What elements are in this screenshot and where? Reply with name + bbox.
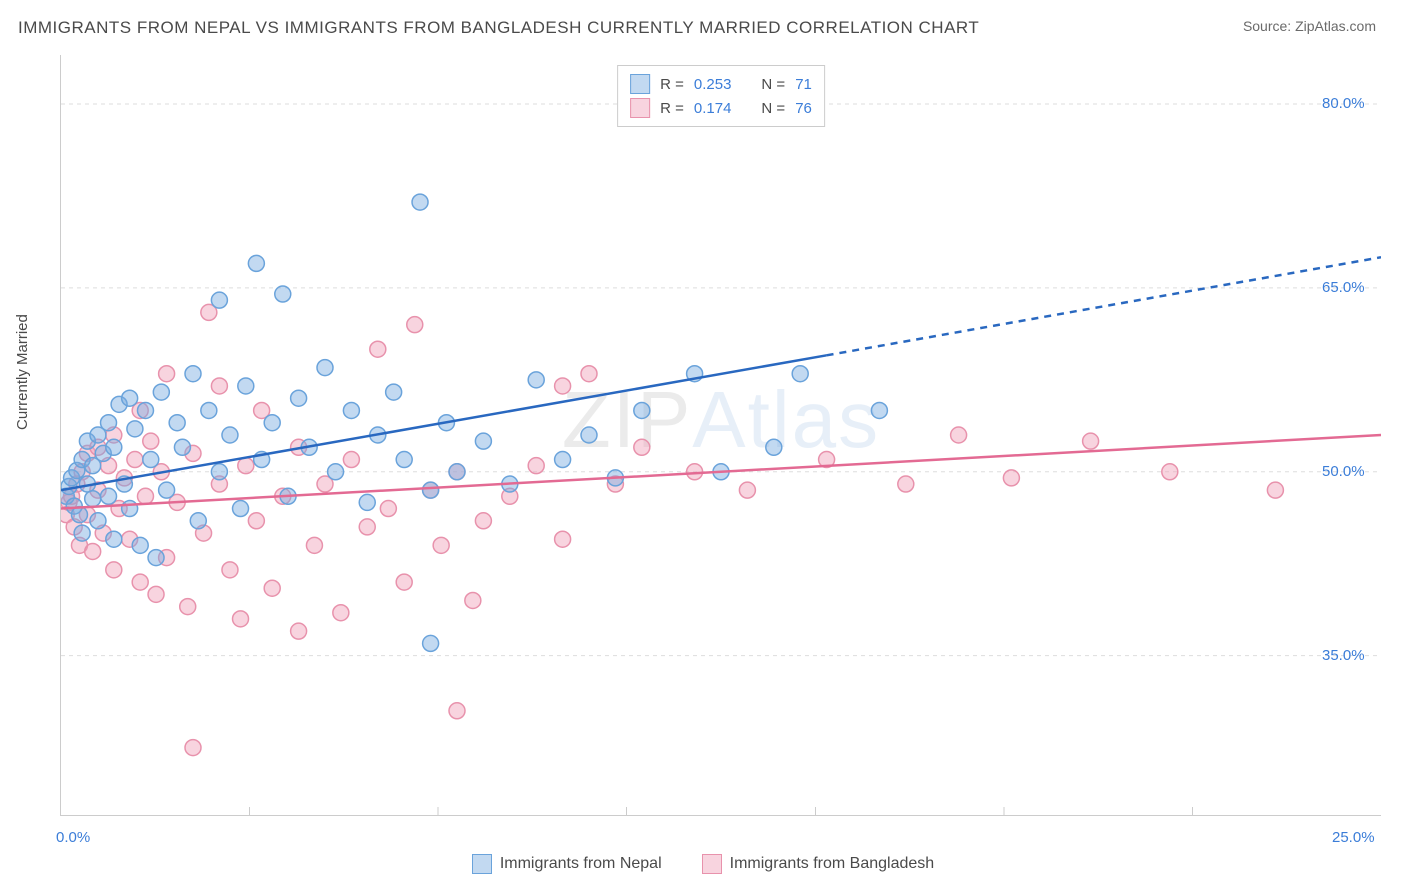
y-tick-label: 50.0% xyxy=(1322,463,1365,480)
legend-bottom-swatch-1 xyxy=(702,854,722,874)
source-label: Source: ZipAtlas.com xyxy=(1243,18,1376,34)
y-tick-label: 65.0% xyxy=(1322,279,1365,296)
legend-n-label-1: N = xyxy=(761,100,785,117)
legend-bottom-swatch-0 xyxy=(472,854,492,874)
legend-top: R = 0.253 N = 71 R = 0.174 N = 76 xyxy=(617,65,825,127)
legend-n-label-0: N = xyxy=(761,76,785,93)
legend-n-value-1: 76 xyxy=(795,100,812,117)
legend-r-label-0: R = xyxy=(660,76,684,93)
chart-svg xyxy=(61,55,1381,815)
legend-r-value-1: 0.174 xyxy=(694,100,732,117)
legend-swatch-1 xyxy=(630,98,650,118)
legend-r-value-0: 0.253 xyxy=(694,76,732,93)
legend-top-row-1: R = 0.174 N = 76 xyxy=(630,96,812,120)
legend-n-value-0: 71 xyxy=(795,76,812,93)
chart-title: IMMIGRANTS FROM NEPAL VS IMMIGRANTS FROM… xyxy=(18,18,979,38)
legend-top-row-0: R = 0.253 N = 71 xyxy=(630,72,812,96)
legend-bottom-label-1: Immigrants from Bangladesh xyxy=(730,855,935,873)
y-tick-label: 80.0% xyxy=(1322,95,1365,112)
y-axis-label: Currently Married xyxy=(14,314,31,430)
legend-bottom-label-0: Immigrants from Nepal xyxy=(500,855,662,873)
legend-bottom: Immigrants from Nepal Immigrants from Ba… xyxy=(0,854,1406,874)
legend-r-label-1: R = xyxy=(660,100,684,117)
plot-area: ZIPAtlas R = 0.253 N = 71 R = 0.174 N = … xyxy=(60,55,1381,816)
x-tick-label: 0.0% xyxy=(56,829,90,846)
legend-bottom-item-0: Immigrants from Nepal xyxy=(472,854,662,874)
legend-bottom-item-1: Immigrants from Bangladesh xyxy=(702,854,935,874)
y-tick-label: 35.0% xyxy=(1322,647,1365,664)
legend-swatch-0 xyxy=(630,74,650,94)
x-tick-label: 25.0% xyxy=(1332,829,1375,846)
chart-container: IMMIGRANTS FROM NEPAL VS IMMIGRANTS FROM… xyxy=(0,0,1406,892)
